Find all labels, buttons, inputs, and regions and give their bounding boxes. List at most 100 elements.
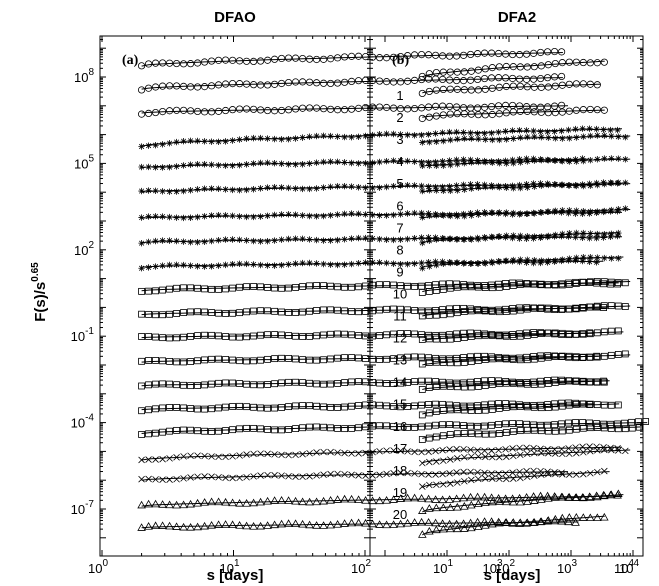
square-marker bbox=[502, 420, 509, 428]
square-marker bbox=[257, 404, 264, 412]
square-marker bbox=[306, 356, 313, 364]
square-marker bbox=[432, 354, 439, 362]
star-marker bbox=[159, 237, 166, 244]
cross-marker bbox=[566, 450, 573, 458]
square-marker bbox=[453, 402, 460, 410]
square-marker bbox=[222, 379, 229, 387]
circle-marker bbox=[382, 78, 391, 86]
square-marker bbox=[460, 283, 468, 291]
square-marker bbox=[593, 401, 601, 409]
circle-marker bbox=[193, 107, 202, 116]
star-marker bbox=[201, 263, 208, 270]
y-tick-label: 108 bbox=[74, 67, 94, 85]
star-marker bbox=[496, 136, 503, 144]
row-number-label: 2 bbox=[396, 110, 403, 125]
star-marker bbox=[208, 161, 215, 168]
square-marker bbox=[390, 305, 397, 313]
star-marker bbox=[383, 157, 390, 165]
circle-marker bbox=[544, 61, 552, 69]
cross-marker bbox=[257, 450, 264, 457]
square-marker bbox=[481, 284, 489, 291]
star-marker bbox=[545, 257, 552, 264]
square-marker bbox=[621, 279, 629, 287]
square-marker bbox=[145, 357, 152, 364]
star-marker bbox=[166, 188, 173, 195]
star-marker bbox=[517, 232, 524, 240]
y-tick-base: 10 bbox=[74, 243, 88, 258]
star-marker bbox=[559, 135, 566, 142]
series-14 bbox=[418, 377, 610, 393]
square-marker bbox=[264, 404, 271, 412]
star-marker bbox=[586, 235, 593, 242]
square-marker bbox=[236, 333, 243, 341]
row-number-label: 12 bbox=[393, 331, 407, 346]
star-marker bbox=[468, 185, 475, 192]
star-marker bbox=[454, 160, 461, 168]
circle-marker bbox=[340, 78, 349, 86]
star-marker bbox=[411, 209, 418, 217]
star-marker bbox=[531, 210, 538, 217]
square-marker bbox=[446, 382, 454, 390]
star-marker bbox=[587, 230, 594, 237]
star-marker bbox=[489, 234, 496, 241]
cross-marker bbox=[299, 473, 306, 481]
cross-marker bbox=[243, 451, 250, 458]
star-marker bbox=[454, 187, 461, 194]
square-marker bbox=[264, 381, 271, 388]
square-marker bbox=[572, 305, 580, 313]
star-marker bbox=[503, 160, 510, 167]
square-marker bbox=[481, 430, 489, 438]
circle-marker bbox=[410, 51, 419, 59]
cross-marker bbox=[572, 444, 579, 451]
star-marker bbox=[601, 132, 608, 139]
square-marker bbox=[474, 283, 482, 291]
circle-marker bbox=[522, 103, 531, 111]
star-marker bbox=[454, 213, 461, 220]
square-marker bbox=[222, 333, 229, 340]
square-marker bbox=[537, 427, 545, 435]
square-marker bbox=[565, 330, 573, 338]
square-marker bbox=[593, 302, 601, 310]
star-marker bbox=[607, 233, 614, 240]
star-marker bbox=[264, 237, 271, 245]
square-marker bbox=[495, 283, 503, 291]
triangle-marker bbox=[593, 513, 602, 522]
star-marker bbox=[271, 262, 278, 269]
star-marker bbox=[453, 156, 460, 164]
triangle-marker bbox=[572, 493, 581, 501]
cross-marker bbox=[545, 449, 552, 457]
series-7 bbox=[419, 205, 631, 221]
square-marker bbox=[285, 426, 292, 433]
square-marker bbox=[572, 400, 580, 408]
star-marker bbox=[285, 235, 292, 243]
star-marker bbox=[495, 128, 502, 136]
square-marker bbox=[432, 287, 440, 294]
square-marker bbox=[166, 380, 173, 388]
series-4 bbox=[138, 125, 623, 150]
star-marker bbox=[243, 135, 250, 142]
circle-marker bbox=[516, 82, 524, 90]
square-marker bbox=[243, 308, 250, 316]
star-marker bbox=[145, 264, 152, 271]
cross-marker bbox=[440, 481, 447, 488]
square-marker bbox=[194, 284, 201, 292]
square-marker bbox=[460, 402, 467, 410]
star-marker bbox=[552, 207, 559, 215]
star-marker bbox=[383, 212, 390, 219]
square-marker bbox=[425, 422, 432, 430]
square-marker bbox=[229, 379, 236, 387]
square-marker bbox=[334, 283, 341, 291]
star-marker bbox=[461, 186, 468, 193]
triangle-marker bbox=[418, 530, 427, 538]
square-marker bbox=[271, 380, 278, 388]
circle-marker bbox=[473, 50, 482, 58]
circle-marker bbox=[291, 105, 300, 113]
square-marker bbox=[362, 423, 369, 431]
circle-marker bbox=[137, 86, 146, 94]
circle-marker bbox=[333, 79, 342, 87]
square-marker bbox=[152, 429, 159, 437]
cross-marker bbox=[419, 459, 426, 467]
circle-marker bbox=[558, 59, 566, 67]
square-marker bbox=[481, 401, 488, 409]
